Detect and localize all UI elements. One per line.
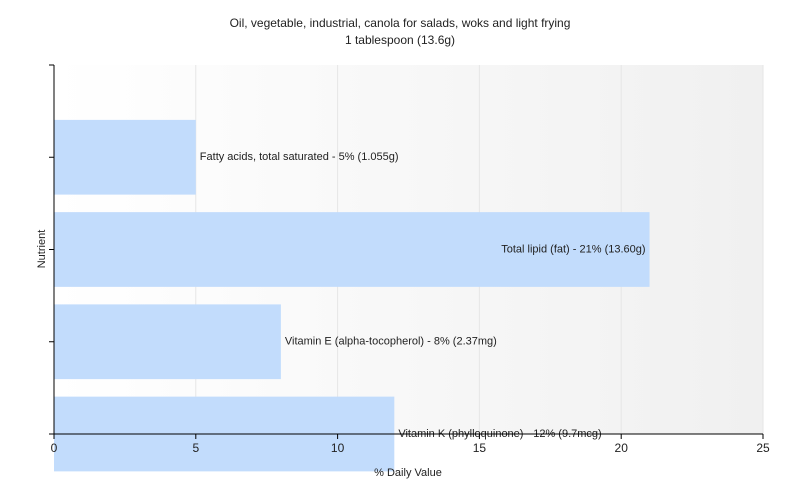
x-axis-ticks: 0 5 10 15 20 25 <box>51 434 770 455</box>
bar <box>54 304 281 380</box>
chart-subtitle: 1 tablespoon (13.6g) <box>345 33 455 47</box>
bar <box>54 212 650 287</box>
x-tick-label: 0 <box>51 441 58 455</box>
y-axis-ticks <box>49 64 54 435</box>
bar-data-label: Fatty acids, total saturated - 5% (1.055… <box>200 151 399 163</box>
x-tick-label: 15 <box>473 441 487 455</box>
bar <box>54 119 196 195</box>
x-tick-label: 25 <box>756 441 770 455</box>
data-labels: Fatty acids, total saturated - 5% (1.055… <box>200 151 646 440</box>
x-tick-label: 20 <box>615 441 629 455</box>
bar-data-label: Vitamin E (alpha-tocopherol) - 8% (2.37m… <box>285 336 497 348</box>
bar-data-label: Total lipid (fat) - 21% (13.60g) <box>501 243 645 255</box>
y-axis-label: Nutrient <box>36 230 48 269</box>
x-tick-label: 5 <box>192 441 199 455</box>
x-axis-label: % Daily Value <box>374 467 442 479</box>
x-tick-label: 10 <box>331 441 345 455</box>
chart-title: Oil, vegetable, industrial, canola for s… <box>230 16 571 30</box>
